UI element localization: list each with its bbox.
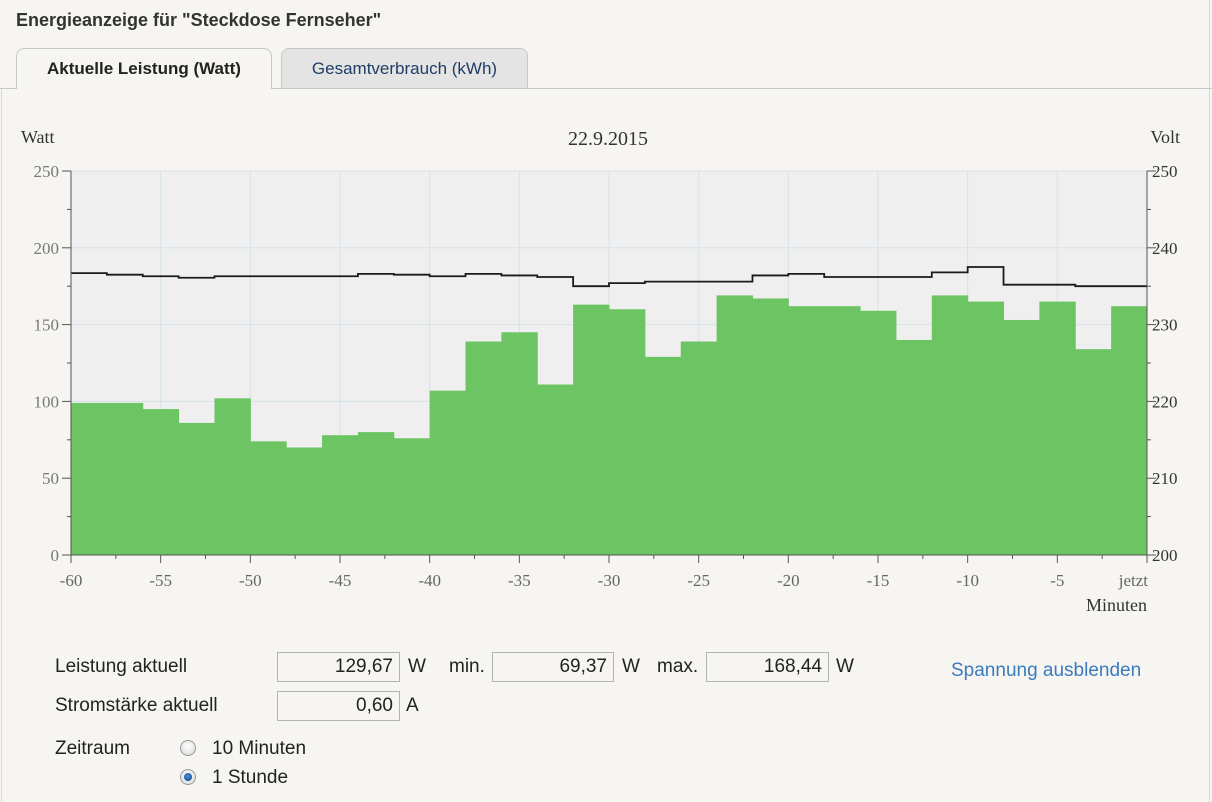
y-tick-label-right: 220 [1152, 392, 1178, 411]
radio-10-minuten-label[interactable]: 10 Minuten [212, 738, 307, 759]
x-tick-label: -5 [1050, 571, 1064, 590]
power-bar [716, 295, 753, 555]
radio-1-stunde-label[interactable]: 1 Stunde [212, 767, 289, 788]
y-tick-label-right: 240 [1152, 239, 1178, 258]
power-bar [609, 309, 646, 555]
power-bar [573, 304, 610, 555]
max-label: max. [657, 656, 699, 677]
radio-10-minuten[interactable] [180, 740, 196, 756]
power-bar [393, 438, 431, 555]
power-bar [644, 356, 682, 555]
radio-1-stunde[interactable] [180, 769, 196, 785]
x-tick-label: -45 [329, 571, 352, 590]
power-bar [1075, 349, 1112, 555]
panel-border [1, 88, 2, 802]
leistung-label: Leistung aktuell [55, 656, 188, 677]
panel-border [1209, 0, 1210, 802]
voltage-line [71, 266, 1147, 288]
power-bar [537, 384, 574, 555]
y-tick-label-left: 200 [34, 239, 60, 258]
chart-title: 22.9.2015 [568, 128, 648, 150]
power-bar [286, 447, 323, 555]
x-tick-label: -30 [598, 571, 621, 590]
y-axis-label-right: Volt [1150, 127, 1180, 147]
power-bar [250, 441, 287, 555]
strom-unit: A [406, 695, 419, 716]
x-tick-label: -40 [418, 571, 441, 590]
power-chart: 0 50 100 150 200 250 200 210 220 230 240 250 -60 -55 -… [21, 127, 1180, 615]
x-tick-label: -60 [60, 571, 83, 590]
power-bar [788, 306, 825, 555]
y-tick-label-left: 0 [51, 546, 60, 565]
tab-aktuelle-leistung[interactable]: Aktuelle Leistung (Watt) [16, 48, 272, 89]
max-value-field: 168,44 [706, 652, 829, 682]
y-tick-label-right: 230 [1152, 316, 1178, 335]
strom-label: Stromstärke aktuell [55, 695, 218, 716]
y-tick-label-left: 100 [34, 392, 60, 411]
y-tick-label-right: 200 [1152, 546, 1178, 565]
power-bar [214, 398, 251, 555]
y-tick-label-left: 50 [42, 469, 59, 488]
min-value-field: 69,37 [492, 652, 614, 682]
leistung-unit: W [408, 656, 426, 677]
power-bar [931, 295, 969, 555]
x-tick-label: -20 [777, 571, 800, 590]
x-tick-label: -55 [149, 571, 172, 590]
y-axis-label-left: Watt [21, 127, 55, 147]
power-bar [142, 409, 180, 555]
strom-value-field: 0,60 [277, 691, 400, 721]
power-bar [71, 402, 108, 555]
leistung-value-field: 129,67 [277, 652, 400, 682]
y-tick-label-left: 250 [34, 162, 60, 181]
window-title: Energieanzeige für "Steckdose Fernseher" [16, 10, 382, 30]
power-bar [1039, 301, 1076, 555]
power-bar [967, 301, 1005, 555]
x-tick-label: -25 [687, 571, 710, 590]
x-tick-label: -15 [867, 571, 890, 590]
power-bar [860, 310, 897, 555]
power-bar [824, 306, 861, 555]
y-tick-label-right: 210 [1152, 469, 1178, 488]
max-unit: W [836, 656, 854, 677]
x-tick-label: -50 [239, 571, 262, 590]
tabbar-divider [0, 88, 1212, 89]
min-unit: W [622, 656, 640, 677]
power-bar [178, 422, 215, 555]
tab-gesamtverbrauch[interactable]: Gesamtverbrauch (kWh) [281, 48, 528, 88]
x-axis-label: Minuten [1086, 595, 1147, 615]
power-bar [680, 341, 718, 555]
x-tick-label: -10 [956, 571, 979, 590]
power-bar [1111, 306, 1148, 555]
zeitraum-label: Zeitraum [55, 738, 130, 759]
power-bar [322, 435, 359, 555]
y-tick-label-left: 150 [34, 316, 60, 335]
power-bar [357, 432, 395, 555]
x-tick-label: jetzt [1118, 571, 1149, 590]
power-bar [429, 390, 467, 555]
y-tick-label-right: 250 [1152, 162, 1178, 181]
power-bar [752, 298, 789, 555]
power-bar [465, 341, 502, 555]
power-bar [501, 332, 538, 555]
min-label: min. [449, 656, 485, 677]
power-bar [1003, 319, 1040, 555]
spannung-ausblenden-link[interactable]: Spannung ausblenden [951, 660, 1142, 681]
power-bar [895, 339, 933, 555]
x-tick-label: -35 [508, 571, 531, 590]
power-bar [106, 402, 144, 555]
